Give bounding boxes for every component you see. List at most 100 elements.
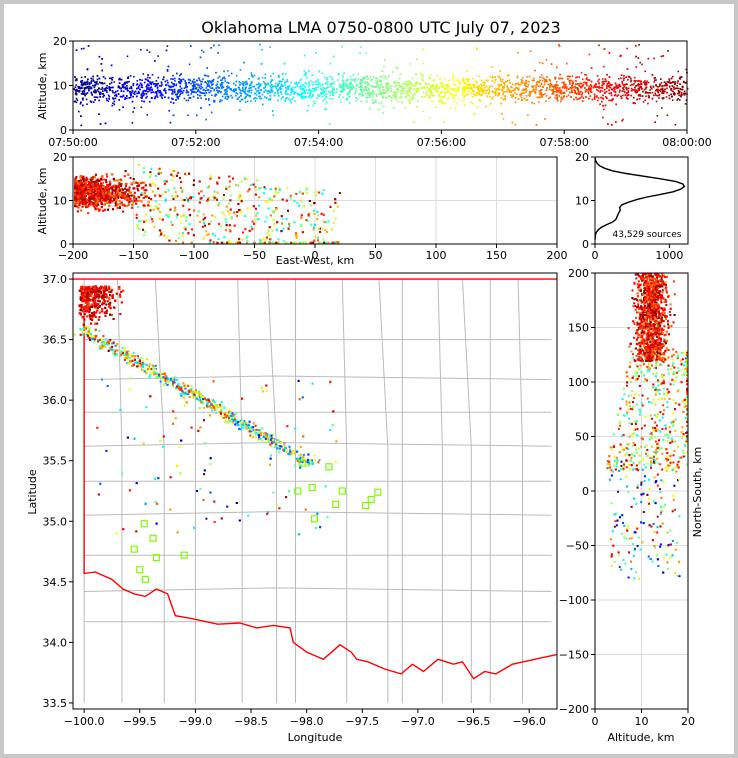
time-height-point <box>555 83 557 86</box>
time-height-point <box>346 79 348 81</box>
time-height-point <box>104 88 106 90</box>
time-height-point <box>201 49 203 52</box>
time-height-point <box>156 83 158 85</box>
time-height-point <box>577 87 579 89</box>
time-height-point <box>173 88 176 91</box>
time-height-point <box>579 97 582 99</box>
time-height-point <box>366 81 369 84</box>
time-height-point <box>616 87 618 90</box>
time-height-point <box>93 96 96 98</box>
time-height-point <box>503 84 506 86</box>
time-height-point <box>527 114 529 116</box>
time-height-point <box>541 96 543 98</box>
time-height-point <box>383 65 385 68</box>
time-height-point <box>75 78 78 80</box>
time-height-point <box>395 94 398 96</box>
time-height-point <box>601 84 604 86</box>
time-height-point <box>90 86 92 89</box>
time-height-point <box>512 90 515 92</box>
time-height-point <box>595 96 598 98</box>
time-height-point <box>198 86 201 89</box>
time-height-point <box>369 93 372 96</box>
time-height-point <box>483 84 485 86</box>
time-height-point <box>150 91 153 94</box>
time-height-point <box>136 87 138 90</box>
time-height-point <box>296 83 298 86</box>
time-height-point <box>521 89 524 92</box>
time-height-point <box>414 83 417 85</box>
time-height-point <box>468 83 471 85</box>
time-height-point <box>126 82 128 84</box>
time-height-point <box>463 87 466 90</box>
time-height-point <box>546 76 548 78</box>
time-height-point <box>206 89 209 91</box>
time-height-point <box>99 91 102 94</box>
time-height-point <box>257 83 260 86</box>
time-height-point <box>366 96 369 99</box>
time-height-point <box>265 97 268 99</box>
time-height-point <box>621 82 624 85</box>
time-height-point <box>636 98 638 101</box>
time-height-point <box>367 93 369 96</box>
time-height-point <box>515 86 518 89</box>
time-height-point <box>290 87 292 90</box>
time-height-point <box>392 71 394 73</box>
time-height-point <box>539 90 542 93</box>
time-height-point <box>242 87 244 89</box>
time-height-point <box>160 85 162 87</box>
time-height-point <box>348 96 351 98</box>
time-height-point <box>239 91 241 94</box>
time-height-point <box>118 86 121 88</box>
time-height-point <box>352 74 355 76</box>
time-height-point <box>101 93 103 95</box>
time-height-point <box>218 75 221 78</box>
time-height-point <box>248 78 250 80</box>
time-height-point <box>95 96 97 98</box>
time-height-point <box>645 87 647 90</box>
time-height-point <box>388 95 390 97</box>
time-height-point <box>221 79 223 81</box>
time-height-point <box>318 95 320 97</box>
time-height-point <box>509 89 511 92</box>
time-height-point <box>551 85 553 88</box>
time-height-point <box>364 81 367 83</box>
time-height-point <box>138 84 141 86</box>
time-height-point <box>249 84 251 87</box>
time-height-point <box>345 98 348 100</box>
time-height-point <box>523 97 525 100</box>
time-height-point <box>252 85 254 88</box>
time-height-point <box>558 87 561 90</box>
time-height-point <box>595 83 597 85</box>
time-height-point <box>570 79 572 82</box>
time-height-point <box>436 86 439 88</box>
time-height-point <box>553 86 555 89</box>
time-height-point <box>126 88 129 90</box>
time-height-point <box>660 82 663 84</box>
time-height-point <box>545 89 548 91</box>
time-height-point <box>618 83 620 86</box>
time-height-point <box>149 88 151 90</box>
time-height-point <box>87 85 89 88</box>
time-height-point <box>188 97 191 99</box>
time-height-point <box>674 81 677 83</box>
time-height-point <box>429 84 432 86</box>
time-height-point <box>566 75 569 78</box>
time-height-point <box>461 92 464 94</box>
time-height-point <box>647 81 650 84</box>
time-height-point <box>608 92 611 95</box>
time-height-point <box>449 92 451 94</box>
time-height-point <box>426 89 429 92</box>
time-height-point <box>198 90 201 93</box>
time-height-point <box>82 93 85 95</box>
time-height-point <box>500 102 502 105</box>
time-height-point <box>407 99 410 102</box>
time-height-point <box>465 77 467 80</box>
time-height-point <box>111 76 114 79</box>
time-height-point <box>219 99 222 101</box>
time-height-point <box>293 92 295 95</box>
time-height-point <box>524 84 526 86</box>
time-height-point <box>476 94 478 97</box>
time-height-point <box>209 86 211 88</box>
time-height-point <box>677 92 679 95</box>
time-height-point <box>452 73 455 76</box>
